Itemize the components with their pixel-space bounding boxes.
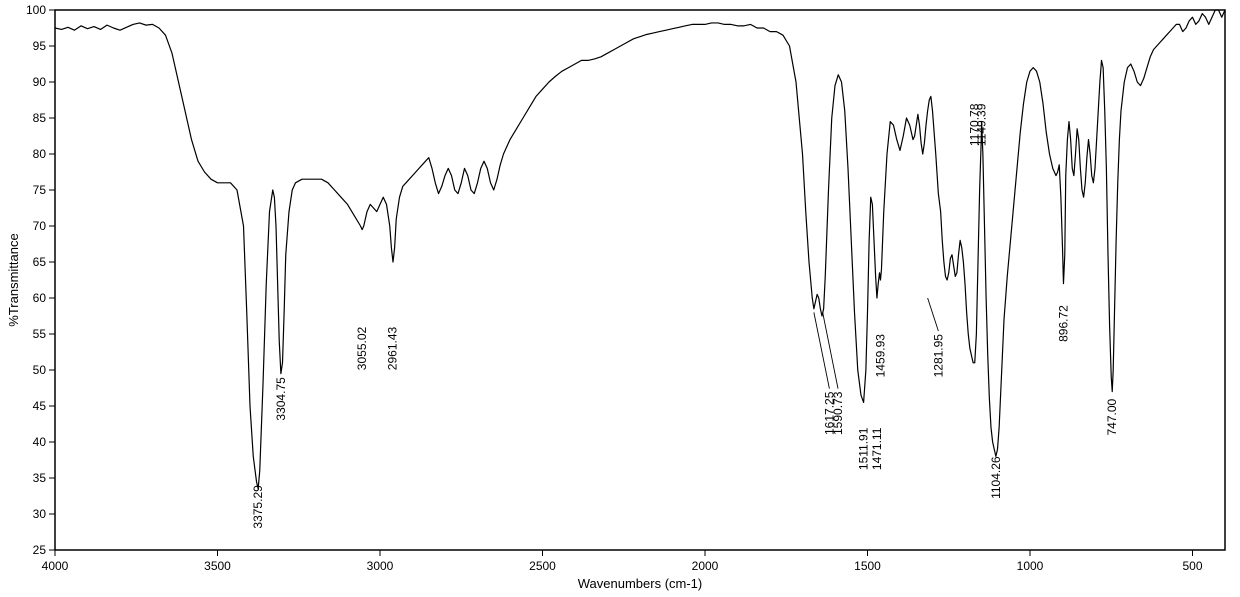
chart-svg: 25 30 35 40 45 50 55 60 65 70 75 80 85 90 95 100 4000 350… <box>0 0 1240 597</box>
y-tick-label: 25 <box>33 543 47 557</box>
y-tick-label: 90 <box>33 75 47 89</box>
y-tick-label: 35 <box>33 471 47 485</box>
y-tick-label: 75 <box>33 183 47 197</box>
x-tick-label: 3000 <box>367 559 394 573</box>
peak-label: 1281.95 <box>931 334 945 378</box>
peak-label: 1104.26 <box>989 456 1003 499</box>
y-tick-label: 45 <box>33 399 47 413</box>
y-tick-label: 70 <box>33 219 47 233</box>
peak-label: 1149.39 <box>974 103 988 146</box>
y-tick-label: 30 <box>33 507 47 521</box>
y-tick-label: 50 <box>33 363 47 377</box>
peak-label: 3375.29 <box>251 485 265 529</box>
x-axis-label: Wavenumbers (cm-1) <box>578 576 702 591</box>
y-tick-label: 65 <box>33 255 47 269</box>
peak-label: 1459.93 <box>874 334 888 378</box>
peak-label: 1471.11 <box>870 427 884 470</box>
y-tick-label: 95 <box>33 39 47 53</box>
y-tick-label: 60 <box>33 291 47 305</box>
peak-label: 2961.43 <box>386 326 400 370</box>
x-tick-label: 500 <box>1182 559 1202 573</box>
y-tick-label: 85 <box>33 111 47 125</box>
peak-label: 1590.73 <box>831 391 845 435</box>
x-tick-label: 2500 <box>529 559 556 573</box>
x-tick-label: 4000 <box>42 559 69 573</box>
y-tick-label: 80 <box>33 147 47 161</box>
peak-label: 896.72 <box>1057 305 1071 342</box>
x-tick-label: 1500 <box>854 559 881 573</box>
y-tick-label: 100 <box>26 3 46 17</box>
peak-label: 747.00 <box>1105 398 1119 435</box>
x-tick-label: 1000 <box>1017 559 1044 573</box>
y-tick-label: 55 <box>33 327 47 341</box>
y-axis-label: %Transmittance <box>6 233 21 326</box>
peak-label: 3055.02 <box>355 326 369 370</box>
ir-spectrum-chart: 25 30 35 40 45 50 55 60 65 70 75 80 85 90 95 100 4000 350… <box>0 0 1240 597</box>
x-tick-label: 2000 <box>692 559 719 573</box>
x-tick-label: 3500 <box>204 559 231 573</box>
peak-label: 1511.91 <box>857 427 871 470</box>
peak-label: 3304.75 <box>274 377 288 421</box>
y-tick-label: 40 <box>33 435 47 449</box>
